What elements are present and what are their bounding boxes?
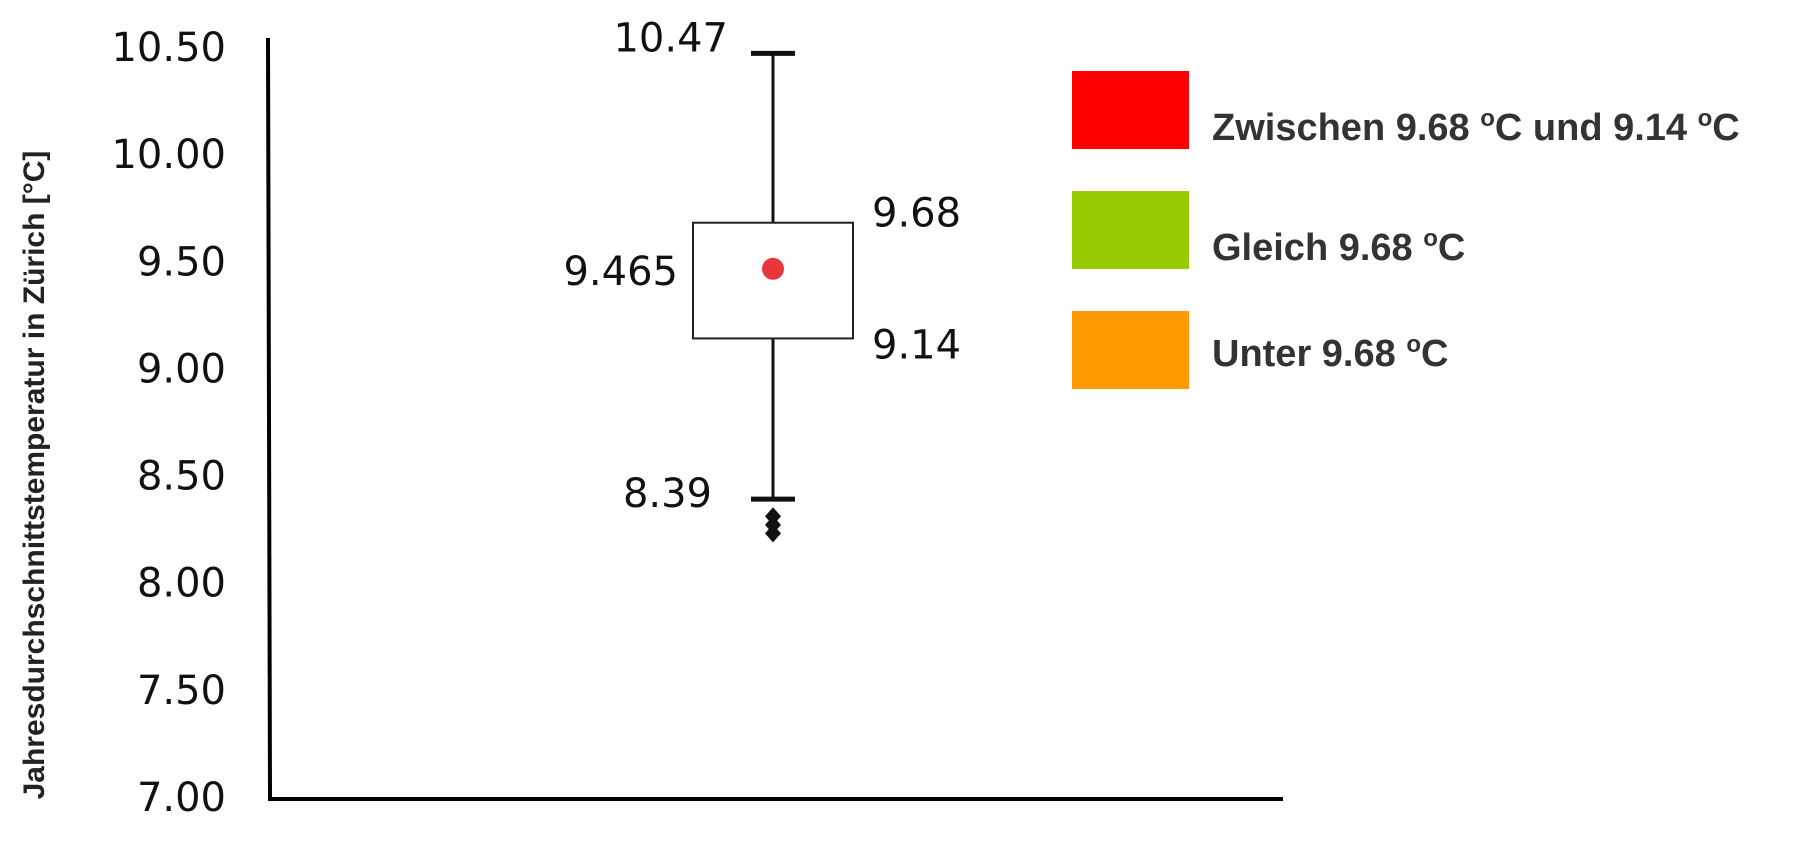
legend-label-gleich: Gleich 9.68 oC <box>1212 225 1465 269</box>
legend-label-unter: Unter 9.68 oC <box>1212 331 1448 375</box>
y-axis-line <box>266 37 272 801</box>
whisker-low-label: 8.39 <box>623 471 712 517</box>
boxplot <box>692 50 854 543</box>
y-tick-label: 7.00 <box>137 775 226 821</box>
legend-swatch-zwischen <box>1072 71 1189 149</box>
y-tick-label: 10.00 <box>111 132 226 178</box>
y-tick-label: 9.50 <box>137 239 226 285</box>
y-tick-label: 8.50 <box>137 454 226 500</box>
q3-label: 9.68 <box>872 191 961 237</box>
legend-label-zwischen: Zwischen 9.68 oC und 9.14 oC <box>1212 105 1740 149</box>
whisker-high-label: 10.47 <box>613 15 728 61</box>
legend-swatch-unter <box>1072 311 1189 389</box>
q1-label: 9.14 <box>872 322 961 368</box>
y-tick-labels: 7.00 7.50 8.00 8.50 9.00 9.50 10.00 10.50 <box>111 25 226 821</box>
y-tick-label: 10.50 <box>111 25 226 71</box>
iqr-box <box>692 221 854 340</box>
y-tick-label: 7.50 <box>137 668 226 714</box>
mean-label: 9.465 <box>563 249 678 295</box>
y-tick-label: 8.00 <box>137 561 226 607</box>
outlier-markers <box>765 507 781 543</box>
legend-swatch-gleich <box>1072 191 1189 269</box>
legend: Zwischen 9.68 oC und 9.14 oC Gleich 9.68… <box>1072 71 1740 389</box>
y-tick-label: 9.00 <box>137 346 226 392</box>
mean-marker <box>762 257 784 280</box>
y-axis-title: Jahresdurchschnittstemperatur in Zürich … <box>18 151 51 800</box>
outlier-marker <box>765 524 781 543</box>
